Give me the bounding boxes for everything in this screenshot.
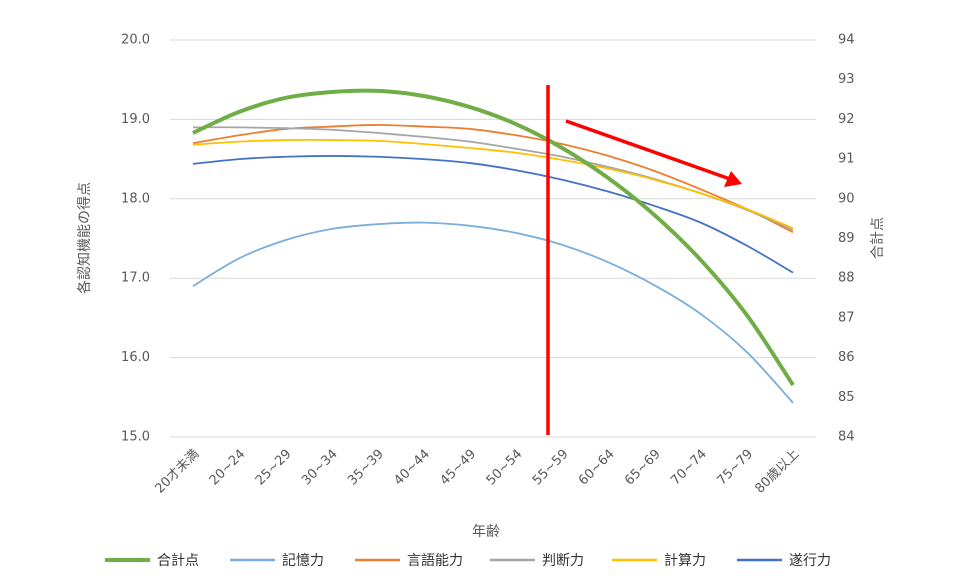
y2-tick-label: 94 — [838, 33, 855, 48]
x-tick-label: 70~74 — [668, 447, 710, 489]
legend-label: 言語能力 — [407, 553, 463, 569]
y-tick-label: 16.0 — [121, 350, 150, 365]
x-tick-label: 20~24 — [207, 447, 249, 489]
series-line — [192, 126, 794, 231]
legend-label: 計算力 — [664, 553, 706, 569]
arrow-shaft — [565, 119, 731, 181]
y2-tick-label: 93 — [838, 72, 855, 87]
y2-tick-label: 92 — [838, 112, 855, 127]
series-line — [192, 221, 794, 404]
y2-tick-label: 89 — [838, 231, 855, 246]
x-tick-label: 40~44 — [391, 447, 433, 489]
legend-label: 遂行力 — [789, 553, 831, 569]
y2-tick-label: 87 — [838, 310, 855, 325]
y2-tick-label: 86 — [838, 350, 855, 365]
series-line — [192, 124, 794, 233]
x-tick-label: 30~34 — [299, 447, 341, 489]
x-tick-label: 60~64 — [576, 447, 618, 489]
x-tick-label: 35~39 — [345, 447, 387, 489]
x-tick-label: 80歳以上 — [752, 447, 802, 497]
y-tick-label: 18.0 — [121, 191, 150, 206]
y-axis-title: 各認知機能の得点 — [76, 182, 93, 294]
legend-label: 判断力 — [542, 553, 584, 569]
y2-tick-label: 90 — [838, 191, 855, 206]
x-tick-label: 50~54 — [484, 447, 526, 489]
series-line — [192, 155, 794, 274]
arrow-head — [724, 171, 742, 187]
series-line — [192, 88, 795, 387]
series-line — [192, 138, 794, 230]
y2-tick-label: 91 — [838, 152, 855, 167]
y2-tick-label: 84 — [838, 430, 855, 445]
y2-axis-title: 合計点 — [870, 217, 886, 259]
x-tick-label: 55~59 — [530, 447, 572, 489]
y-tick-label: 15.0 — [121, 430, 150, 445]
y-tick-label: 19.0 — [121, 112, 150, 127]
legend-label: 記憶力 — [282, 552, 324, 569]
x-tick-label: 20才未満 — [152, 447, 202, 497]
x-tick-label: 45~49 — [438, 447, 480, 489]
legend-label: 合計点 — [157, 553, 199, 569]
x-tick-label: 75~79 — [714, 447, 756, 489]
x-axis-title: 年齢 — [472, 524, 500, 540]
y-tick-label: 17.0 — [121, 271, 150, 286]
x-tick-label: 65~69 — [622, 447, 664, 489]
y2-tick-label: 88 — [838, 271, 855, 286]
y2-tick-label: 85 — [838, 390, 855, 405]
x-tick-label: 25~29 — [253, 447, 295, 489]
y-tick-label: 20.0 — [121, 33, 150, 48]
